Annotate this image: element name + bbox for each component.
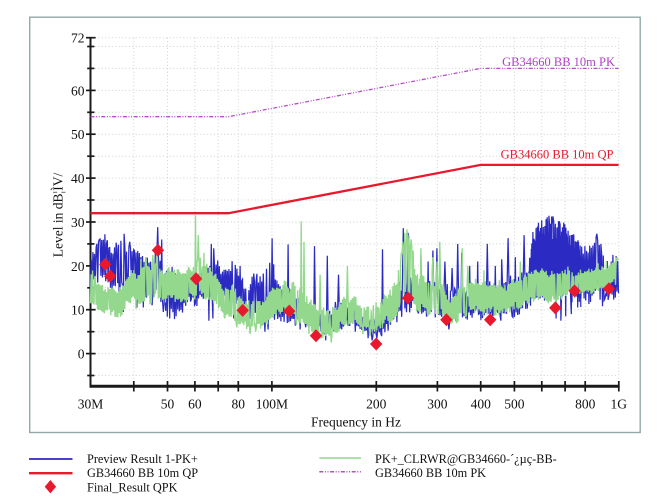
svg-text:800: 800 <box>575 396 596 411</box>
svg-text:72: 72 <box>71 31 85 46</box>
svg-text:100M: 100M <box>256 396 288 411</box>
svg-text:Preview Result 1-PK+: Preview Result 1-PK+ <box>87 452 198 466</box>
svg-text:1G: 1G <box>611 396 628 411</box>
svg-text:20: 20 <box>71 259 85 274</box>
svg-text:Final_Result QPK: Final_Result QPK <box>87 481 178 495</box>
svg-text:50: 50 <box>161 396 175 411</box>
svg-text:300: 300 <box>427 396 448 411</box>
svg-text:GB34660 BB 10m PK: GB34660 BB 10m PK <box>502 55 615 69</box>
svg-text:Level in dB¦ÌV/: Level in dB¦ÌV/ <box>51 173 66 258</box>
svg-text:GB34660 BB 10m PK: GB34660 BB 10m PK <box>375 466 486 480</box>
svg-text:400: 400 <box>471 396 492 411</box>
svg-text:500: 500 <box>504 396 525 411</box>
svg-text:30M: 30M <box>78 396 104 411</box>
svg-text:60: 60 <box>71 83 85 98</box>
svg-text:30: 30 <box>71 215 85 230</box>
svg-text:80: 80 <box>232 396 246 411</box>
svg-text:60: 60 <box>188 396 202 411</box>
svg-text:0: 0 <box>78 347 85 362</box>
svg-text:PK+_CLRWR@GB34660-´¿µç-BB-: PK+_CLRWR@GB34660-´¿µç-BB- <box>375 452 557 466</box>
svg-text:50: 50 <box>71 127 85 142</box>
svg-text:10: 10 <box>71 303 85 318</box>
svg-text:Frequency in Hz: Frequency in Hz <box>311 415 401 430</box>
svg-text:GB34660 BB 10m QP: GB34660 BB 10m QP <box>501 148 614 162</box>
svg-text:40: 40 <box>71 171 85 186</box>
svg-text:200: 200 <box>366 396 387 411</box>
svg-text:GB34660 BB 10m QP: GB34660 BB 10m QP <box>87 466 198 480</box>
